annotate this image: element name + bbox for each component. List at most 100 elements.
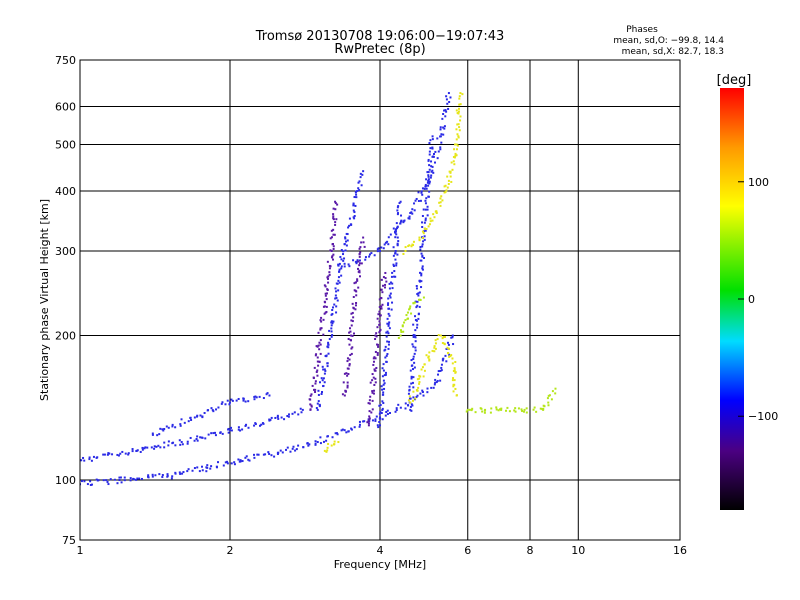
data-point-s2-t0 (429, 217, 432, 220)
data-point-s2-t1 (452, 383, 455, 386)
data-point-s0-t3 (346, 239, 349, 242)
trace-vertex-s0-t5-0 (379, 424, 381, 427)
trace-vertex-s0-t3-1 (323, 368, 326, 371)
data-point-s0-t0 (129, 477, 132, 480)
data-point-s1-t2 (368, 402, 371, 405)
data-point-s0-t6 (425, 197, 428, 200)
trace-vertex-s1-t2-3 (384, 271, 387, 274)
data-point-s0-t4 (439, 128, 442, 131)
data-point-s2-t0 (457, 135, 460, 138)
data-point-s0-t3 (344, 237, 347, 240)
data-point-s0-t0 (319, 442, 322, 445)
data-point-s0-t1 (196, 435, 199, 438)
data-point-s2-t0 (453, 163, 456, 166)
data-point-s1-t2 (379, 328, 382, 331)
data-point-s1-t0 (326, 260, 329, 263)
data-point-s0-t2 (231, 399, 234, 402)
data-point-s0-t4 (440, 141, 443, 144)
data-point-s0-t0 (292, 445, 295, 448)
data-point-s0-t6 (408, 389, 411, 392)
data-point-s2-t1 (454, 360, 457, 363)
data-point-s0-t1 (103, 453, 106, 456)
data-point-s1-t2 (371, 390, 374, 393)
data-point-s0-t3 (331, 306, 334, 309)
data-point-s0-t3 (317, 389, 320, 392)
data-point-s0-t3 (331, 322, 334, 325)
data-point-s0-t0 (253, 456, 256, 459)
data-point-s0-t0 (448, 353, 451, 356)
data-point-s0-t2 (226, 399, 229, 402)
data-point-s2-t2 (333, 443, 336, 446)
data-point-s0-t0 (90, 483, 93, 486)
data-point-s0-t0 (215, 465, 218, 468)
data-point-s1-t1 (351, 320, 354, 323)
data-point-s1-t1 (352, 316, 355, 319)
data-point-s0-t3 (358, 180, 361, 183)
data-point-s2-t0 (458, 95, 461, 98)
data-point-s0-t4 (449, 96, 452, 99)
data-point-s0-t5 (397, 205, 400, 208)
data-point-s0-t1 (167, 444, 170, 447)
data-point-s0-t1 (131, 448, 134, 451)
data-point-s0-t0 (210, 465, 213, 468)
data-point-s2-t1 (433, 346, 436, 349)
data-point-s1-t0 (325, 298, 328, 301)
data-point-s0-t1 (277, 417, 280, 420)
data-point-s2-t0 (441, 199, 444, 202)
data-point-s0-t3 (335, 290, 338, 293)
data-point-s0-t6 (425, 187, 428, 190)
data-point-s0-t4 (419, 199, 422, 202)
data-point-s0-t0 (191, 469, 194, 472)
data-point-s0-t0 (245, 455, 248, 458)
data-point-s0-t5 (387, 324, 390, 327)
data-point-s1-t0 (319, 352, 322, 355)
data-point-s0-t0 (297, 444, 300, 447)
data-point-s0-t6 (412, 355, 415, 358)
data-point-s0-t5 (397, 212, 400, 215)
data-point-s0-t0 (113, 478, 116, 481)
data-point-s2-t0 (455, 128, 458, 131)
data-point-s2-t1 (451, 357, 454, 360)
data-point-s0-t4 (364, 256, 367, 259)
data-point-s1-t1 (344, 389, 347, 392)
data-point-s1-t2 (378, 320, 381, 323)
data-point-s0-t0 (109, 478, 112, 481)
data-point-s0-t3 (335, 311, 338, 314)
data-point-s0-t6 (410, 409, 413, 412)
data-point-s0-t0 (386, 409, 389, 412)
data-point-s1-t1 (348, 343, 351, 346)
data-point-s0-t4 (432, 171, 435, 174)
data-point-s0-t1 (80, 459, 83, 462)
data-point-s3-t1 (533, 406, 536, 409)
trace-vertex-s3-t1-0 (466, 408, 469, 411)
trace-vertex-s1-t1-0 (343, 394, 346, 397)
data-point-s1-t0 (317, 331, 320, 334)
trace-vertex-s1-t0-4 (334, 200, 337, 203)
data-point-s0-t6 (421, 267, 424, 270)
data-point-s0-t3 (348, 224, 351, 227)
data-point-s0-t2 (235, 399, 238, 402)
data-point-s0-t6 (414, 346, 417, 349)
data-point-s0-t4 (386, 240, 389, 243)
data-point-s0-t3 (321, 379, 324, 382)
data-point-s2-t0 (439, 204, 442, 207)
data-point-s0-t5 (381, 388, 384, 391)
y-tick-label: 200 (55, 330, 76, 343)
data-point-s2-t1 (453, 379, 456, 382)
data-point-s0-t6 (420, 274, 423, 277)
data-point-s1-t1 (348, 358, 351, 361)
data-point-s1-t0 (323, 284, 326, 287)
data-point-s0-t6 (424, 202, 427, 205)
data-point-s0-t5 (381, 418, 384, 421)
data-point-s0-t5 (382, 363, 385, 366)
data-point-s0-t3 (324, 354, 327, 357)
trace-vertex-s0-t2-2 (229, 401, 231, 404)
data-point-s0-t4 (340, 265, 343, 268)
data-point-s0-t1 (155, 445, 158, 448)
data-point-s3-t0 (408, 308, 411, 311)
data-point-s0-t4 (389, 233, 392, 236)
data-point-s0-t6 (421, 254, 424, 257)
data-point-s0-t3 (333, 303, 336, 306)
data-point-s1-t2 (376, 326, 379, 329)
data-point-s1-t2 (384, 283, 387, 286)
